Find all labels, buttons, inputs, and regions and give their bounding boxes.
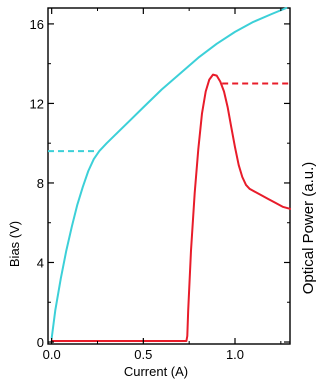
x-tick-label: 0.5 [134,347,152,362]
series-line-2 [50,73,291,342]
series-line-1 [50,7,288,339]
x-tick-label: 1.0 [226,347,244,362]
y-axis-right-title: Optical Power (a.u.) [300,162,317,295]
plot-frame [47,7,291,345]
y-tick-label: 8 [37,176,44,191]
y-tick-label: 0 [37,335,44,350]
x-axis-title: Current (A) [124,364,188,379]
y-axis-title: Bias (V) [7,221,22,267]
x-tick-label: 0.0 [43,347,61,362]
y-tick-label: 12 [30,96,44,111]
y-tick-label: 16 [30,17,44,32]
y-tick-label: 4 [37,255,44,270]
